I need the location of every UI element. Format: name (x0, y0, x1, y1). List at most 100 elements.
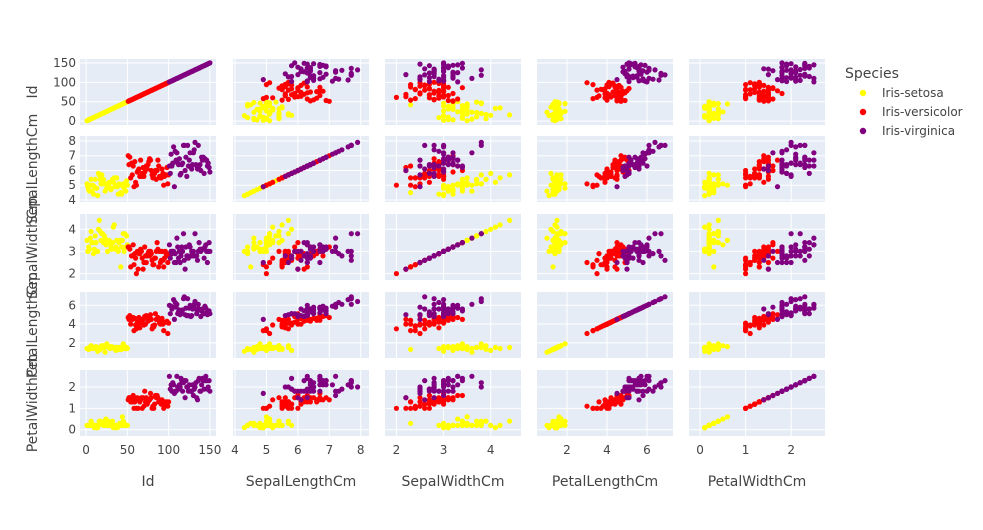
data-point (478, 100, 484, 106)
data-point (594, 326, 600, 332)
data-point (550, 228, 556, 235)
data-point (159, 166, 165, 172)
data-point (652, 67, 658, 73)
data-point (478, 181, 484, 187)
data-point (811, 150, 817, 156)
data-point (646, 65, 652, 71)
data-point (779, 150, 785, 156)
data-point (544, 235, 550, 241)
data-point (279, 237, 285, 243)
data-point (632, 382, 638, 388)
data-point (168, 151, 174, 157)
data-point (797, 231, 803, 237)
data-point (474, 422, 480, 428)
data-point (267, 403, 273, 409)
data-point (614, 259, 620, 266)
data-point (441, 113, 447, 119)
y-tick-label: 3 (68, 244, 76, 258)
data-point (720, 416, 726, 422)
data-point (251, 422, 257, 428)
data-point (788, 67, 794, 73)
data-point (711, 231, 717, 237)
data-point (102, 235, 108, 241)
legend-marker (859, 127, 867, 135)
data-point (436, 395, 442, 401)
data-point (408, 190, 414, 196)
data-point (174, 150, 180, 156)
data-point (289, 73, 295, 80)
data-point (765, 311, 772, 317)
data-point (634, 73, 640, 79)
data-point (464, 118, 470, 124)
data-point (441, 388, 447, 394)
data-point (263, 264, 269, 270)
data-point (111, 222, 117, 228)
data-point (724, 182, 731, 188)
data-point (431, 395, 437, 401)
data-point (260, 390, 266, 396)
data-point (282, 91, 288, 97)
data-point (267, 181, 273, 187)
data-point (642, 303, 648, 309)
data-point (546, 248, 552, 254)
data-point (706, 248, 712, 254)
data-point (793, 382, 799, 388)
data-point (165, 330, 171, 337)
data-point (133, 182, 139, 188)
data-point (285, 326, 291, 332)
data-point (417, 395, 423, 401)
data-point (459, 60, 465, 66)
data-point (459, 392, 465, 399)
data-point (811, 305, 817, 311)
data-point (469, 188, 475, 194)
data-point (417, 403, 423, 409)
data-point (811, 235, 817, 241)
data-point (478, 139, 484, 145)
data-point (455, 314, 461, 321)
data-point (650, 388, 656, 394)
data-point (166, 242, 172, 248)
legend-marker (859, 89, 867, 97)
y-tick-label: 5 (68, 178, 76, 192)
data-point (761, 156, 767, 162)
data-point (620, 167, 626, 174)
data-point (445, 306, 451, 312)
data-point (614, 390, 620, 396)
data-point (793, 154, 799, 160)
data-point (445, 314, 451, 321)
data-point (562, 418, 568, 424)
data-point (422, 87, 428, 93)
data-point (426, 75, 432, 81)
data-point (426, 392, 432, 399)
data-point (636, 397, 642, 403)
data-point (445, 154, 451, 160)
data-point (417, 163, 423, 169)
data-point (96, 217, 102, 223)
data-point (743, 405, 749, 411)
data-point (450, 182, 456, 188)
data-point (459, 418, 465, 424)
data-point (333, 392, 339, 399)
data-point (797, 77, 803, 83)
data-point (279, 97, 285, 103)
data-point (393, 94, 399, 100)
data-point (650, 251, 656, 257)
data-point (483, 346, 489, 352)
data-point (422, 166, 428, 172)
data-point (292, 311, 298, 317)
data-point (761, 88, 767, 94)
data-point (311, 248, 317, 254)
data-point (811, 157, 817, 163)
data-point (355, 67, 361, 73)
data-point (483, 343, 489, 349)
data-point (702, 179, 708, 185)
data-point (431, 386, 437, 392)
data-point (251, 188, 257, 194)
data-point (282, 395, 288, 401)
data-point (652, 139, 658, 145)
data-point (201, 170, 207, 176)
x-tick-label: 7 (325, 443, 333, 457)
data-point (594, 87, 600, 93)
data-point (436, 251, 442, 257)
